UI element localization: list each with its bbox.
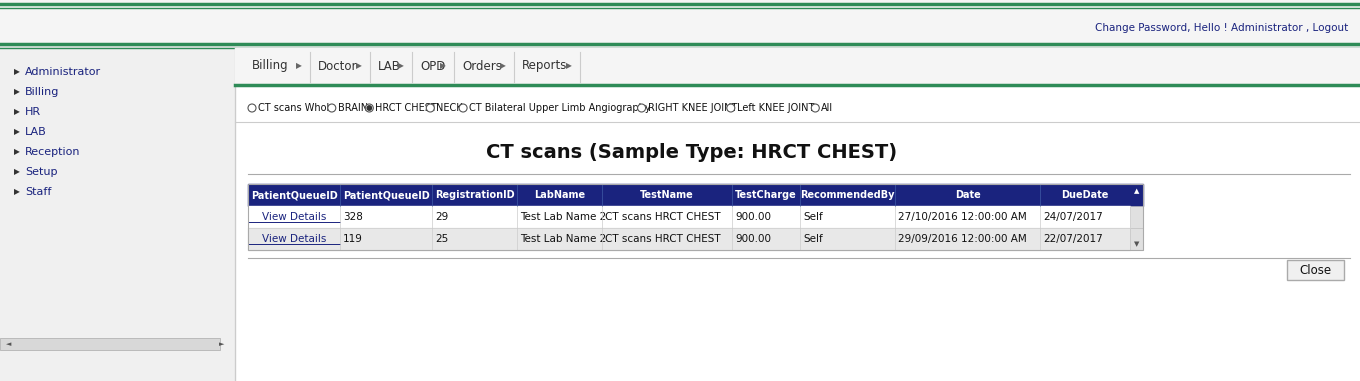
Text: ▲: ▲ — [1134, 188, 1140, 194]
Text: ▼: ▼ — [1134, 241, 1140, 247]
Text: Self: Self — [802, 234, 823, 244]
Text: 29/09/2016 12:00:00 AM: 29/09/2016 12:00:00 AM — [898, 234, 1027, 244]
Text: ▶: ▶ — [398, 61, 404, 70]
Text: ►: ► — [219, 341, 224, 347]
Bar — [0, 338, 220, 350]
Text: ▶: ▶ — [566, 61, 571, 70]
Text: LAB: LAB — [24, 127, 46, 137]
Text: Change Password, Hello ! Administrator , Logout: Change Password, Hello ! Administrator ,… — [1095, 23, 1348, 33]
Bar — [235, 48, 1360, 381]
Text: Staff: Staff — [24, 187, 52, 197]
Text: Doctor: Doctor — [318, 59, 358, 72]
Text: CT scans (Sample Type: HRCT CHEST): CT scans (Sample Type: HRCT CHEST) — [487, 144, 898, 163]
Text: View Details: View Details — [262, 212, 326, 222]
Text: Reception: Reception — [24, 147, 80, 157]
Text: ▶: ▶ — [14, 187, 20, 197]
Text: LAB: LAB — [378, 59, 401, 72]
Text: RegistrationID: RegistrationID — [435, 190, 514, 200]
Text: 900.00: 900.00 — [734, 234, 771, 244]
Text: Test Lab Name 2: Test Lab Name 2 — [520, 234, 607, 244]
Circle shape — [248, 104, 256, 112]
Circle shape — [726, 104, 734, 112]
Text: ▶: ▶ — [14, 128, 20, 136]
Text: NECK: NECK — [437, 103, 462, 113]
Text: Administrator: Administrator — [24, 67, 101, 77]
Text: ▶: ▶ — [441, 61, 446, 70]
Circle shape — [460, 104, 466, 112]
Text: Left KNEE JOINT: Left KNEE JOINT — [737, 103, 815, 113]
Text: Setup: Setup — [24, 167, 57, 177]
Text: HR: HR — [24, 107, 41, 117]
Bar — [235, 48, 1360, 84]
Text: ▶: ▶ — [500, 61, 506, 70]
Text: CT scans HRCT CHEST: CT scans HRCT CHEST — [605, 234, 721, 244]
Bar — [248, 206, 1130, 228]
Bar — [248, 184, 1130, 206]
Circle shape — [812, 104, 819, 112]
Text: RIGHT KNEE JOINT: RIGHT KNEE JOINT — [647, 103, 737, 113]
Circle shape — [367, 106, 371, 110]
Text: Self: Self — [802, 212, 823, 222]
Circle shape — [426, 104, 434, 112]
Text: 24/07/2017: 24/07/2017 — [1043, 212, 1103, 222]
Text: BRAIN: BRAIN — [337, 103, 369, 113]
Bar — [1130, 206, 1142, 228]
Bar — [248, 184, 1142, 250]
Bar — [0, 48, 235, 381]
Text: ▶: ▶ — [14, 88, 20, 96]
Text: ▶: ▶ — [14, 107, 20, 117]
Text: LabName: LabName — [534, 190, 585, 200]
Text: Reports: Reports — [522, 59, 567, 72]
Text: ▶: ▶ — [356, 61, 362, 70]
Text: ◄: ◄ — [5, 341, 11, 347]
Circle shape — [328, 104, 336, 112]
Circle shape — [638, 104, 646, 112]
Text: ▶: ▶ — [296, 61, 302, 70]
Text: 27/10/2016 12:00:00 AM: 27/10/2016 12:00:00 AM — [898, 212, 1027, 222]
Text: ▶: ▶ — [14, 168, 20, 176]
Text: Date: Date — [955, 190, 981, 200]
Text: 22/07/2017: 22/07/2017 — [1043, 234, 1103, 244]
Text: CT Bilateral Upper Limb Angiography: CT Bilateral Upper Limb Angiography — [469, 103, 650, 113]
Bar — [1130, 228, 1142, 250]
Text: OPD: OPD — [420, 59, 445, 72]
Text: DueDate: DueDate — [1061, 190, 1108, 200]
Text: 119: 119 — [343, 234, 363, 244]
Text: Billing: Billing — [24, 87, 60, 97]
Text: PatientQueueID: PatientQueueID — [343, 190, 430, 200]
Text: CT scans Whole: CT scans Whole — [258, 103, 336, 113]
Bar — [1130, 184, 1142, 206]
Bar — [248, 228, 1130, 250]
Text: Test Lab Name 2: Test Lab Name 2 — [520, 212, 607, 222]
Text: TestCharge: TestCharge — [736, 190, 797, 200]
Circle shape — [366, 104, 373, 112]
Text: ▶: ▶ — [14, 67, 20, 77]
Text: All: All — [821, 103, 834, 113]
Text: 328: 328 — [343, 212, 363, 222]
Text: TestName: TestName — [641, 190, 694, 200]
Text: RecommendedBy: RecommendedBy — [800, 190, 895, 200]
Text: Close: Close — [1299, 264, 1331, 277]
Text: Billing: Billing — [252, 59, 288, 72]
Text: 25: 25 — [435, 234, 449, 244]
Text: PatientQueueID: PatientQueueID — [250, 190, 337, 200]
Text: View Details: View Details — [262, 234, 326, 244]
Text: CT scans HRCT CHEST: CT scans HRCT CHEST — [605, 212, 721, 222]
FancyBboxPatch shape — [1287, 260, 1344, 280]
Text: Orders: Orders — [462, 59, 502, 72]
Text: 900.00: 900.00 — [734, 212, 771, 222]
Bar — [0, 0, 1360, 45]
Text: HRCT CHEST: HRCT CHEST — [375, 103, 437, 113]
Text: ▶: ▶ — [14, 147, 20, 157]
Text: 29: 29 — [435, 212, 449, 222]
